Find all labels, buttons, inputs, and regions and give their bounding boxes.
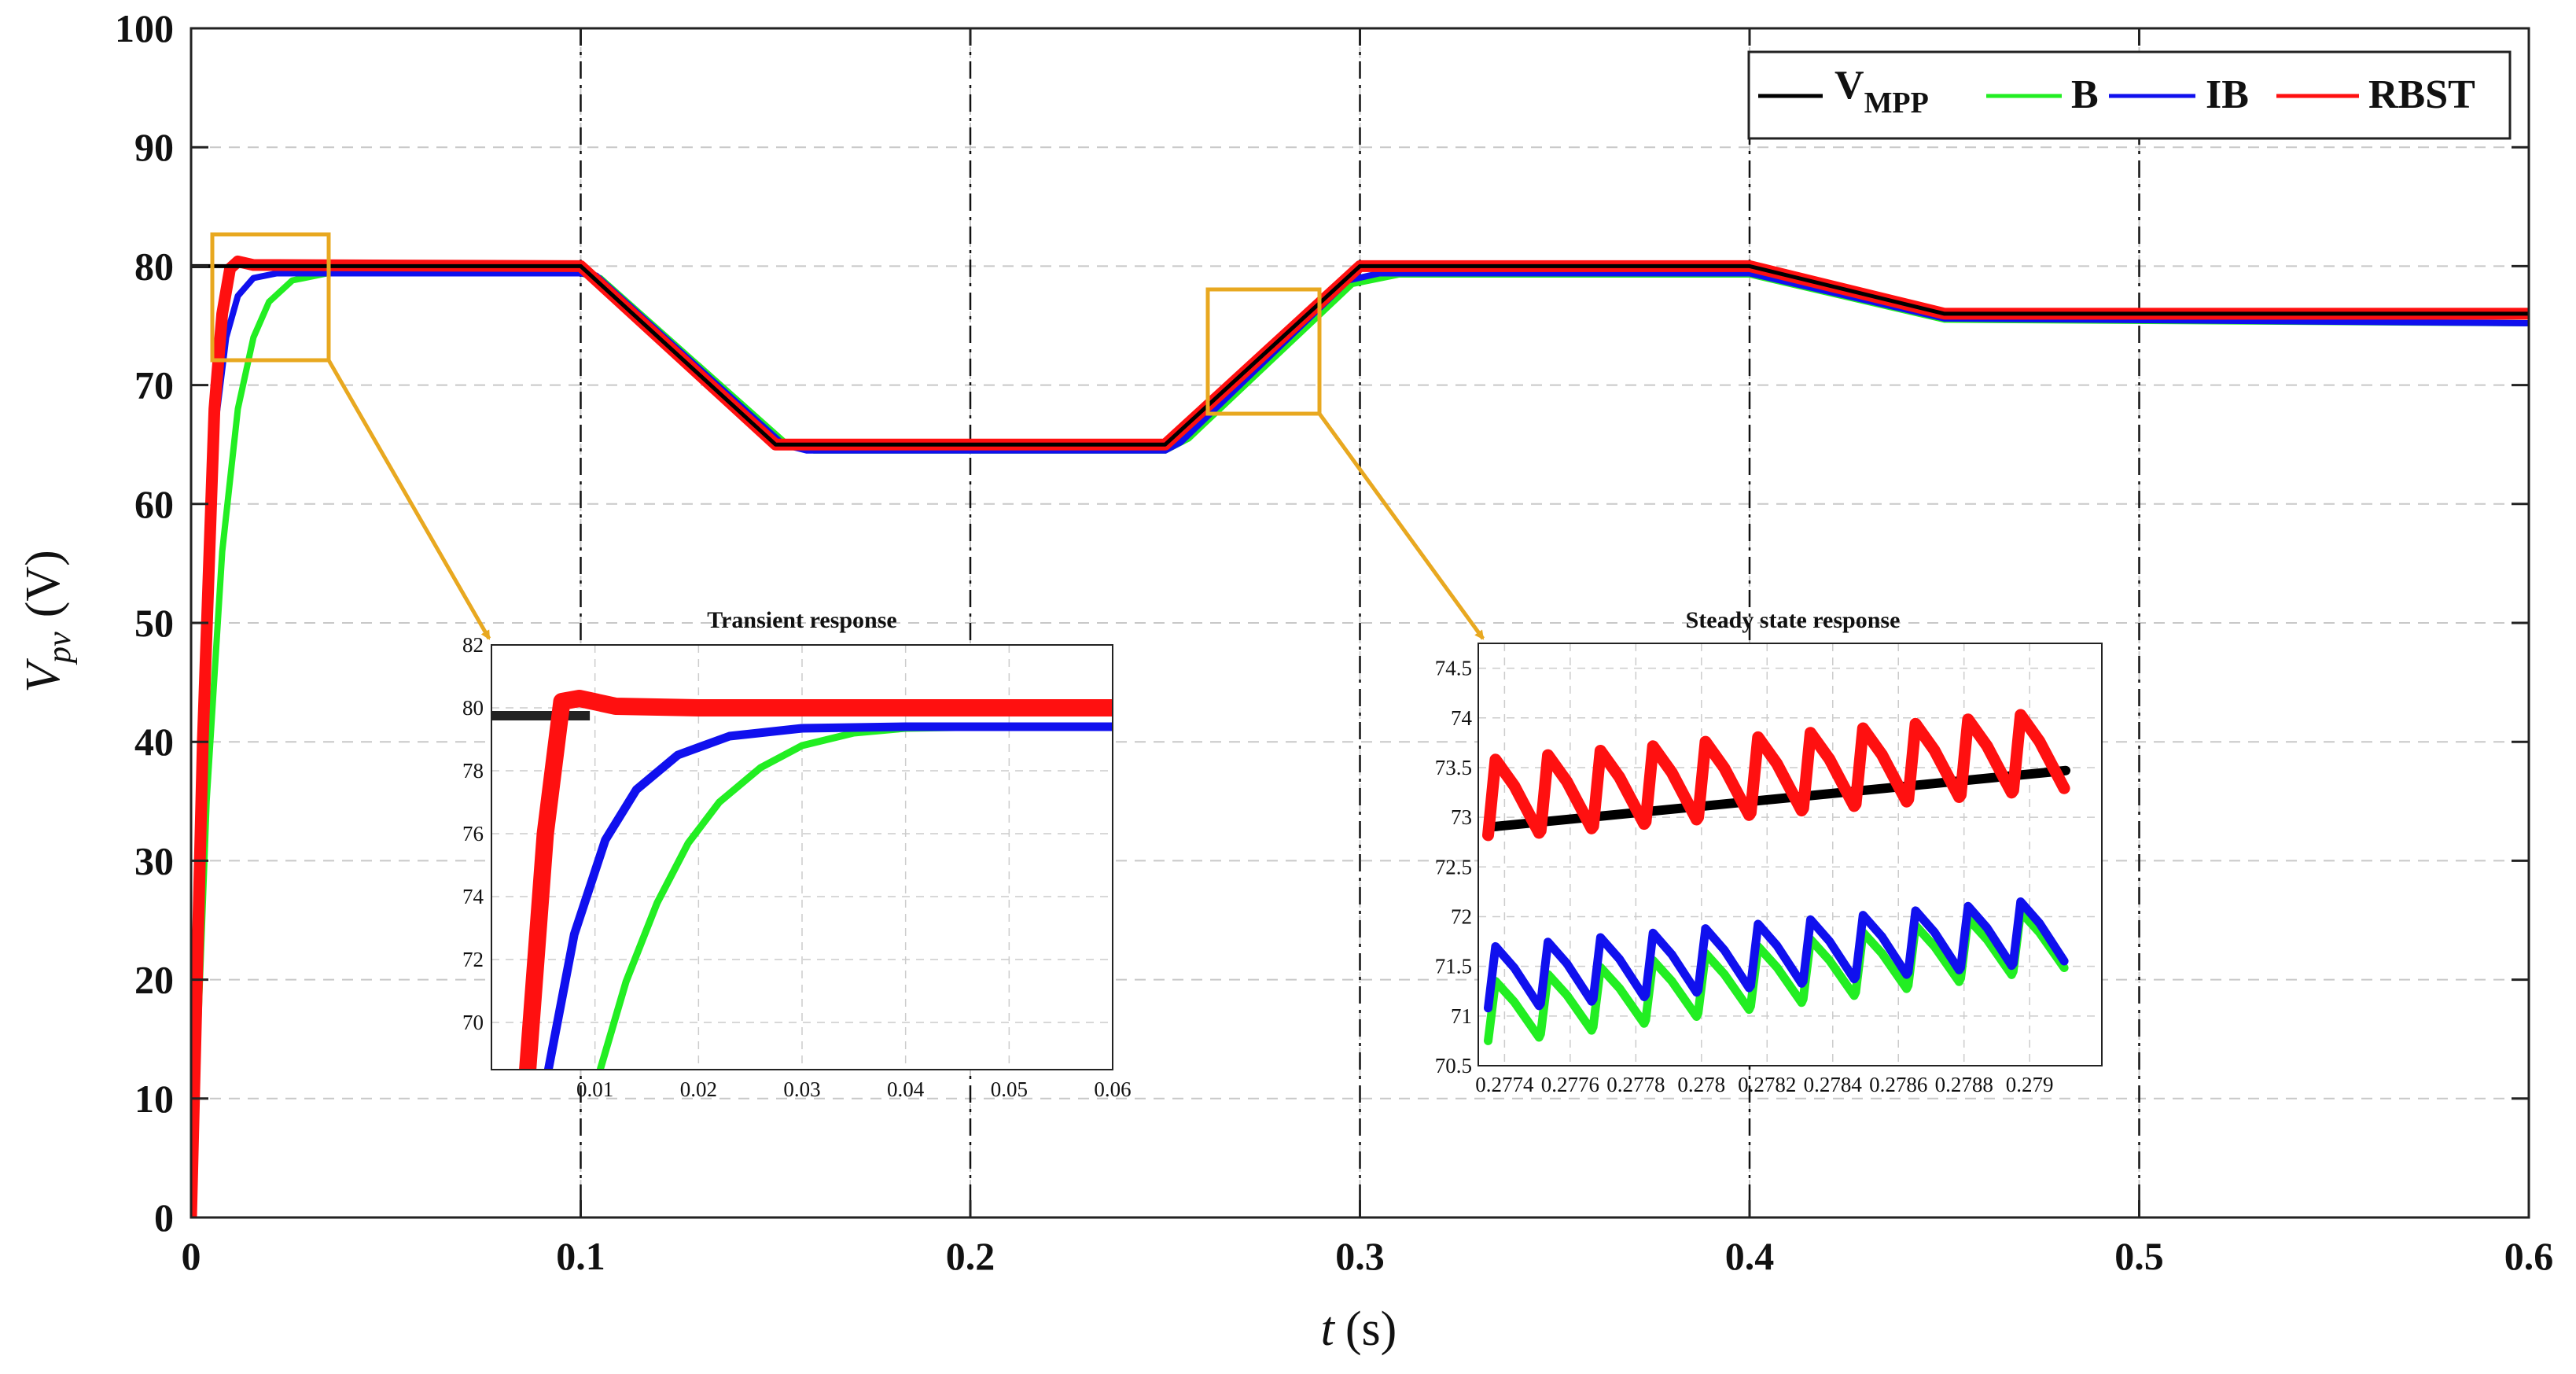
- main-y-tick-label-50: 50: [134, 601, 174, 645]
- inset-steady-x-tick-0.278: 0.278: [1677, 1073, 1725, 1096]
- inset-transient-y-tick-76: 76: [462, 822, 484, 845]
- inset-steady-y-tick-73: 73: [1451, 805, 1472, 829]
- inset-steady-x-tick-0.2774: 0.2774: [1475, 1073, 1534, 1096]
- inset-transient-x-tick-0.02: 0.02: [680, 1077, 717, 1101]
- main-x-tick-label-0.6: 0.6: [2504, 1234, 2554, 1278]
- main-y-tick-label-20: 20: [134, 958, 174, 1002]
- inset-transient-series-rbst: [519, 690, 1113, 1070]
- main-y-tick-label-60: 60: [134, 482, 174, 526]
- zoom-box-transient: [210, 232, 331, 363]
- inset-transient-y-tick-80: 80: [462, 696, 484, 720]
- inset-steady-title: Steady state response: [1686, 607, 1901, 633]
- main-y-tick-label-100: 100: [115, 6, 174, 50]
- legend-label-vmpp-main: V: [1834, 63, 1864, 108]
- inset-steady-x-tick-0.279: 0.279: [2006, 1073, 2054, 1096]
- legend-label-vmpp-sub: MPP: [1864, 87, 1929, 120]
- inset-transient-x-tick-0.01: 0.01: [576, 1077, 613, 1101]
- inset-transient-x-tick-0.06: 0.06: [1094, 1077, 1131, 1101]
- inset-steady-ticks: 70.5 71 71.5 72 72.5 73 73.5 74 74.5 0.2774 0.2776…: [1435, 657, 2054, 1096]
- inset-steady-x-tick-0.2788: 0.2788: [1935, 1073, 1993, 1096]
- main-y-tick-label-70: 70: [134, 363, 174, 407]
- inset-steady-y-tick-72.5: 72.5: [1435, 855, 1472, 879]
- inset-steady-y-tick-74.5: 74.5: [1435, 657, 1472, 680]
- x-axis-unit: (s): [1345, 1302, 1397, 1356]
- inset-transient-frame: [491, 644, 1113, 1070]
- main-y-tick-label-40: 40: [134, 720, 174, 764]
- main-x-tick-label-0: 0: [182, 1234, 201, 1278]
- inset-transient-x-tick-0.03: 0.03: [783, 1077, 820, 1101]
- inset-steady-y-tick-73.5: 73.5: [1435, 756, 1472, 779]
- main-x-tick-label-0.5: 0.5: [2114, 1234, 2164, 1278]
- zoom-arrow-steady: [1317, 412, 1485, 640]
- inset-transient-x-tick-0.05: 0.05: [991, 1077, 1028, 1101]
- inset-transient-y-tick-70: 70: [462, 1011, 484, 1034]
- inset-transient-x-tick-0.04: 0.04: [887, 1077, 925, 1101]
- main-x-tick-label-0.1: 0.1: [556, 1234, 605, 1278]
- inset-transient-y-tick-78: 78: [462, 759, 484, 783]
- inset-steady-x-tick-0.2786: 0.2786: [1869, 1073, 1927, 1096]
- legend-label-b: B: [2071, 72, 2099, 117]
- inset-transient-y-tick-72: 72: [462, 948, 484, 971]
- x-axis-var: t: [1321, 1302, 1336, 1356]
- inset-steady-series-rbst: [1482, 709, 2070, 842]
- inset-transient-series: [491, 690, 1113, 1070]
- zoom-box-steady: [1205, 287, 1322, 416]
- inset-steady-x-tick-0.2776: 0.2776: [1541, 1073, 1599, 1096]
- main-y-ticks: 0 10 20 30 40 50 60 70 80 90 100: [115, 6, 2529, 1240]
- inset-steady-y-tick-70.5: 70.5: [1435, 1054, 1472, 1077]
- inset-steady-y-tick-71: 71: [1451, 1004, 1472, 1028]
- main-x-tick-label-0.3: 0.3: [1335, 1234, 1385, 1278]
- inset-steady-frame: [1478, 643, 2103, 1066]
- main-x-tick-label-0.4: 0.4: [1725, 1234, 1775, 1278]
- y-axis-unit: (V): [17, 550, 70, 617]
- main-x-ticks: 0 0.1 0.2 0.3 0.4 0.5 0.6: [182, 28, 2554, 1278]
- x-axis-title: t (s): [1321, 1302, 1397, 1356]
- inset-steady-series-b: [1484, 907, 2069, 1045]
- legend-label-ib: IB: [2206, 72, 2249, 117]
- main-y-tick-label-10: 10: [134, 1077, 174, 1121]
- zoom-arrow-transient: [326, 359, 491, 640]
- main-y-tick-label-90: 90: [134, 125, 174, 169]
- inset-transient-y-tick-82: 82: [462, 633, 484, 657]
- inset-steady-x-tick-0.2778: 0.2778: [1606, 1073, 1665, 1096]
- inset-steady-series: [1482, 709, 2071, 1045]
- inset-steady-area: [1478, 643, 2103, 1066]
- inset-transient-y-tick-74: 74: [462, 885, 484, 908]
- main-y-tick-label-80: 80: [134, 244, 174, 288]
- main-y-tick-label-0: 0: [154, 1195, 174, 1240]
- inset-steady-y-tick-72: 72: [1451, 904, 1472, 928]
- inset-transient-series-ib: [543, 722, 1113, 1070]
- inset-steady-x-tick-0.2782: 0.2782: [1738, 1073, 1796, 1096]
- main-series-vmpp: [191, 263, 2529, 447]
- main-y-tick-label-30: 30: [134, 838, 174, 882]
- y-axis-var: V: [17, 658, 70, 693]
- y-axis-sub: pv: [42, 632, 78, 665]
- inset-transient-title: Transient response: [707, 607, 896, 633]
- inset-steady-y-tick-74: 74: [1451, 706, 1473, 730]
- inset-steady-y-tick-71.5: 71.5: [1435, 955, 1472, 978]
- legend-label-rbst: RBST: [2368, 72, 2475, 117]
- main-x-tick-label-0.2: 0.2: [946, 1234, 995, 1278]
- legend: VMPP B IB RBST: [1747, 50, 2512, 140]
- y-axis-title: Vpv (V): [17, 550, 78, 693]
- legend-label-vmpp: VMPP: [1834, 63, 1929, 120]
- inset-steady-series-ib: [1484, 897, 2069, 1013]
- inset-steady-x-tick-0.2784: 0.2784: [1804, 1073, 1863, 1096]
- inset-transient-ticks: 70 72 74 76 78 80 82 0.01 0.02 0.03 0.04 0.05 0.06: [462, 633, 1132, 1101]
- main-series-group: [191, 255, 2529, 1217]
